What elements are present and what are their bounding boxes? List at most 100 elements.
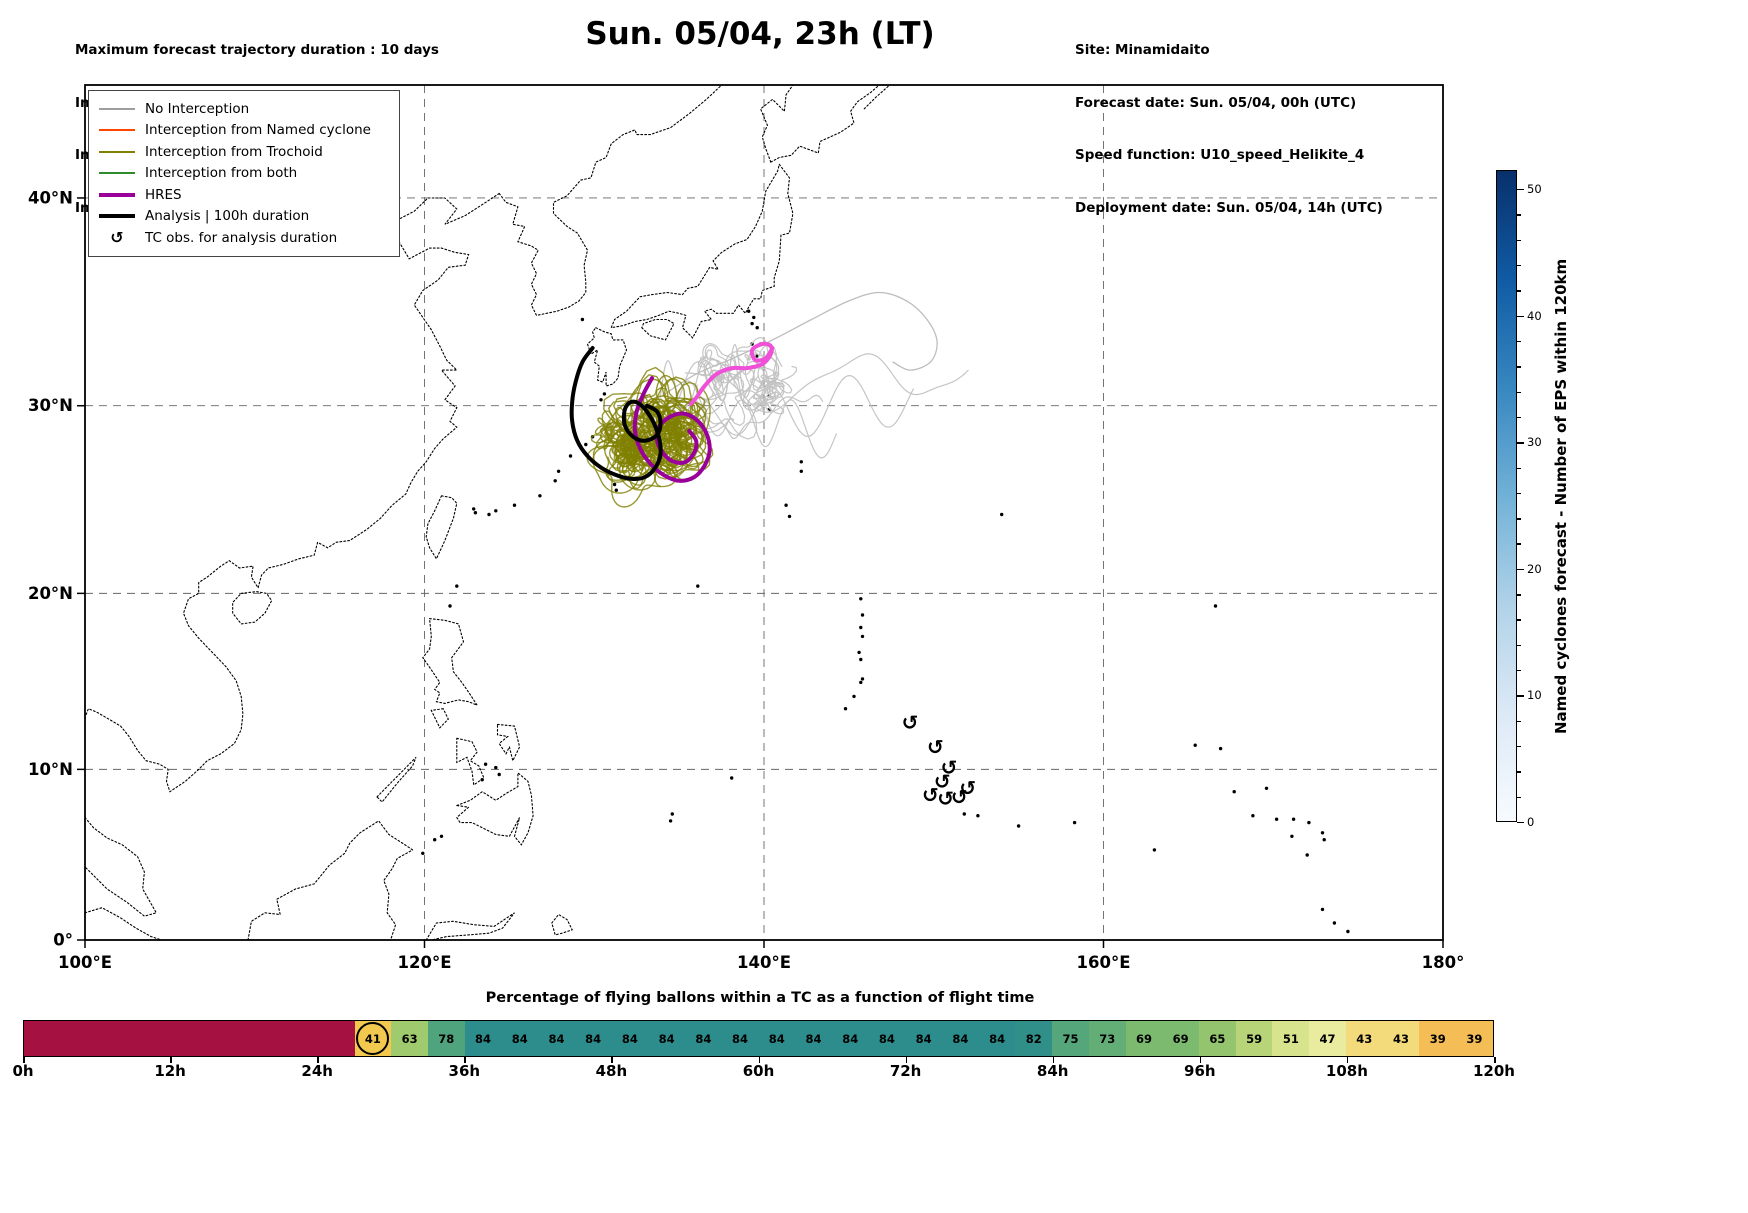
strip-cell: 84 <box>538 1021 575 1056</box>
tc-obs-icon: ↺ <box>110 227 124 247</box>
valid-time-title: Sun. 05/04, 23h (LT) <box>585 16 935 52</box>
colorbar-tick <box>1517 543 1521 545</box>
tc-obs-icon: ↺ <box>959 776 976 800</box>
colorbar-tick-label: 20 <box>1527 561 1542 576</box>
colorbar-tick <box>1517 467 1521 469</box>
strip-cell: 84 <box>795 1021 832 1056</box>
colorbar-tick-label: 30 <box>1527 435 1542 450</box>
strip-axis-tick <box>23 1057 25 1063</box>
legend-item-label: No Interception <box>145 100 250 117</box>
colorbar-tick <box>1517 442 1524 444</box>
legend-line-sample <box>99 172 135 175</box>
y-tick-label: 30°N <box>28 396 73 415</box>
strip-cell: 69 <box>1162 1021 1200 1056</box>
y-tick-label: 20°N <box>28 584 73 603</box>
colorbar-tick <box>1517 518 1521 520</box>
legend-line-sample <box>99 192 135 197</box>
colorbar-tick <box>1517 594 1521 596</box>
legend-item: HRES <box>99 184 389 206</box>
analysis-track <box>569 346 663 481</box>
colorbar-tick-label: 40 <box>1527 308 1542 323</box>
colorbar-label: Named cyclones forecast - Number of EPS … <box>1552 258 1570 734</box>
tc-obs-icon: ↺ <box>941 756 958 780</box>
strip-axis-tick <box>464 1057 466 1063</box>
strip-cell: 84 <box>684 1021 722 1056</box>
colorbar-tick <box>1517 746 1521 748</box>
colorbar-tick <box>1517 416 1521 419</box>
colorbar-tick <box>1517 188 1524 191</box>
coastline-luzon <box>422 618 479 707</box>
strip-cell: 84 <box>831 1021 869 1056</box>
tc-obs-icon: ↺ <box>927 735 944 759</box>
colorbar-tick <box>1517 771 1521 773</box>
strip-cell: 75 <box>1052 1021 1089 1056</box>
y-tick-label: 40°N <box>28 188 73 207</box>
legend-item: ↺ TC obs. for analysis duration <box>99 227 389 249</box>
strip-cell: 84 <box>648 1021 685 1056</box>
tc-obs-icon: ↺ <box>934 769 951 793</box>
coastline-panay-negros <box>456 737 485 786</box>
legend-item: Interception from both <box>99 163 389 185</box>
coastline-kunashir <box>863 85 891 110</box>
colorbar-tick <box>1517 619 1521 621</box>
tc-obs-icon: ↺ <box>937 787 954 811</box>
colorbar-tick <box>1517 290 1521 292</box>
strip-cell: 84 <box>758 1021 796 1056</box>
hres-track <box>632 376 712 483</box>
colorbar-tick <box>1517 366 1521 368</box>
coastline-mindanao <box>456 771 534 846</box>
strip-cell: 82 <box>1015 1021 1053 1056</box>
coastline-mindoro <box>430 708 449 729</box>
deployment-date-line: Deployment date: Sun. 05/04, 14h (UTC) <box>1075 199 1383 216</box>
strip-axis-tick <box>758 1057 761 1063</box>
coastline-hainan <box>232 591 273 625</box>
legend-line-sample <box>99 150 135 153</box>
strip-cell: 84 <box>611 1021 649 1056</box>
strip-cell: 84 <box>978 1021 1016 1056</box>
coastline-honshu <box>610 163 794 339</box>
legend-item-label: Interception from both <box>145 165 298 182</box>
legend-item-label: Analysis | 100h duration <box>145 208 310 225</box>
strip-axis-label: 120h <box>1473 1062 1515 1080</box>
colorbar-tick-label: 50 <box>1527 181 1542 196</box>
strip-cell: 65 <box>1199 1021 1236 1056</box>
strip-cell: 39 <box>1456 1021 1493 1056</box>
legend-line-sample <box>99 108 135 110</box>
x-tick-label: 120°E <box>398 953 452 972</box>
colorbar-tick <box>1517 720 1521 723</box>
colorbar-tick-label: 0 <box>1527 815 1535 829</box>
coastline-sumatra-tip <box>85 907 162 940</box>
settings-line-duration: Maximum forecast trajectory duration : 1… <box>75 42 439 58</box>
colorbar-tick <box>1517 239 1521 242</box>
y-tick-label: 0° <box>53 931 73 950</box>
legend-item: Analysis | 100h duration <box>99 206 389 228</box>
strip-cell: 47 <box>1309 1021 1346 1056</box>
coastline-hokkaido-west <box>759 85 794 163</box>
y-tick-label: 10°N <box>28 760 73 779</box>
strip-axis-tick <box>905 1057 908 1063</box>
strip-cell: 84 <box>942 1021 979 1056</box>
site-info-block: Site: Minamidaito Forecast date: Sun. 05… <box>1075 7 1383 252</box>
map-legend: No Interception Interception from Named c… <box>88 90 400 257</box>
strip-cell: 63 <box>391 1021 428 1056</box>
strip-bar: 41 63 78 84 84 84 84 84 84 84 84 84 84 84 84 84 84 84 82 75… <box>23 1020 1494 1057</box>
no-interception-long-arc <box>661 291 938 397</box>
coastline-taiwan <box>425 495 458 560</box>
coastline-kyushu <box>586 327 628 387</box>
speed-function-line: Speed function: U10_speed_Helikite_4 <box>1075 147 1365 163</box>
tc-obs-symbols: ↺↺↺↺↺↺↺↺ <box>902 711 976 811</box>
legend-item: Interception from Named cyclone <box>99 120 389 142</box>
colorbar-tick <box>1517 391 1521 393</box>
strip-cell: 84 <box>464 1021 502 1056</box>
forecast-date-line: Forecast date: Sun. 05/04, 00h (UTC) <box>1075 94 1357 111</box>
strip-axis-label: 84h <box>1036 1062 1069 1080</box>
strip-axis-tick <box>611 1057 613 1063</box>
coastlines <box>85 85 891 940</box>
strip-title: Percentage of flying ballons within a TC… <box>485 990 1035 1006</box>
legend-line-sample <box>99 214 135 219</box>
strip-cell: 84 <box>574 1021 612 1056</box>
strip-axis-tick <box>317 1057 319 1063</box>
strip-axis-label: 48h <box>595 1062 628 1080</box>
colorbar-tick <box>1517 264 1521 267</box>
